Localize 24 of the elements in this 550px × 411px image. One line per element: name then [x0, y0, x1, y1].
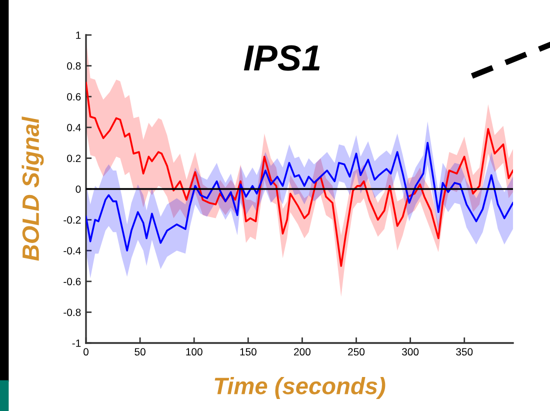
x-axis-title: Time (seconds): [214, 377, 386, 400]
x-tick-label: 100: [186, 348, 202, 356]
y-tick-label: -0.4: [64, 247, 81, 254]
y-axis-title: BOLD Signal: [22, 116, 44, 261]
x-tick-label: 150: [240, 348, 256, 356]
y-tick-label: -1: [72, 340, 81, 347]
y-tick-label: 0.6: [67, 93, 81, 100]
y-tick-label: 0.2: [67, 154, 81, 162]
x-tick-label: 250: [348, 348, 365, 356]
line-series: [86, 82, 513, 267]
y-tick-label: -0.2: [64, 216, 81, 224]
x-tick-label: 200: [294, 348, 310, 356]
y-tick-label: 0.4: [67, 124, 81, 132]
y-tick-label: 0.8: [67, 62, 81, 70]
y-tick-label: 0: [76, 186, 81, 193]
y-tick-label: -0.8: [64, 308, 81, 316]
y-tick-label: 1: [76, 32, 81, 39]
x-tick-label: 350: [456, 348, 473, 356]
chart-title: IPS1: [244, 45, 320, 71]
x-tick-label: 50: [134, 348, 146, 356]
x-tick-label: 0: [84, 348, 88, 356]
y-tick-label: -0.6: [64, 278, 81, 286]
x-tick-label: 300: [402, 348, 419, 356]
line-series: [86, 142, 513, 252]
